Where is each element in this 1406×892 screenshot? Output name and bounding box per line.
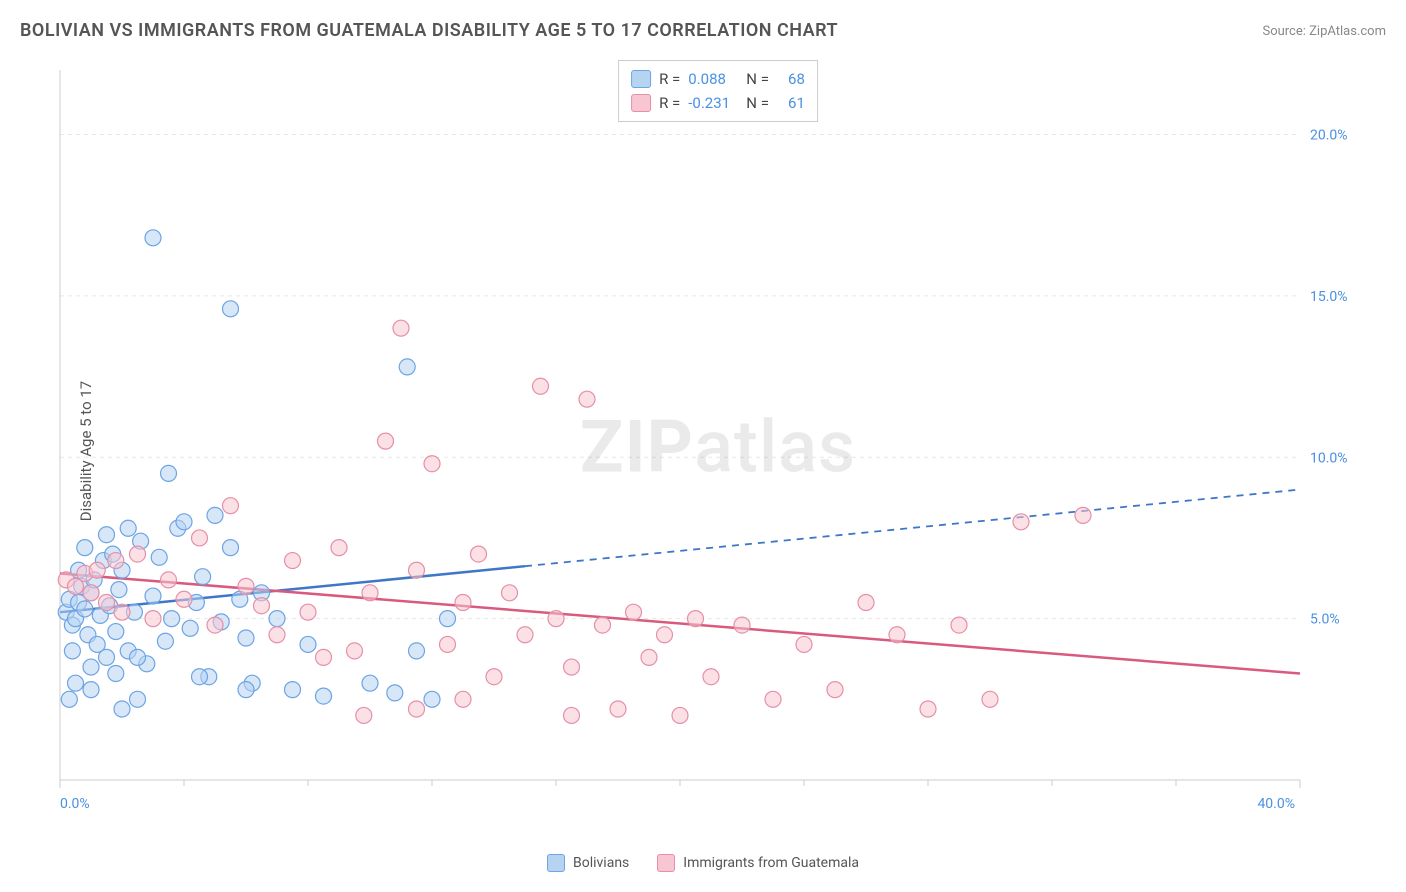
correlation-stats-box: R = 0.088 N = 68 R = -0.231 N = 61: [618, 60, 818, 122]
legend-label: Immigrants from Guatemala: [683, 855, 859, 871]
legend: Bolivians Immigrants from Guatemala: [547, 854, 859, 872]
y-axis-label: Disability Age 5 to 17: [77, 381, 95, 521]
chart-container: Disability Age 5 to 17 5.0% 10.0% 15.0% 20.…: [50, 60, 1386, 842]
legend-item: Immigrants from Guatemala: [657, 854, 859, 872]
svg-text:20.0%: 20.0%: [1310, 128, 1348, 144]
swatch-icon: [547, 854, 565, 872]
scatter-chart: 5.0% 10.0% 15.0% 20.0% 0.0% 40.0%: [50, 60, 1370, 820]
svg-text:0.0%: 0.0%: [60, 796, 90, 812]
chart-title: BOLIVIAN VS IMMIGRANTS FROM GUATEMALA DI…: [20, 20, 838, 41]
swatch-icon: [631, 70, 651, 88]
swatch-icon: [631, 94, 651, 112]
svg-text:40.0%: 40.0%: [1257, 796, 1295, 812]
stats-row-series-2: R = -0.231 N = 61: [631, 91, 805, 115]
legend-label: Bolivians: [573, 855, 629, 871]
source-attribution: Source: ZipAtlas.com: [1262, 24, 1386, 39]
stats-row-series-1: R = 0.088 N = 68: [631, 67, 805, 91]
svg-text:15.0%: 15.0%: [1310, 289, 1348, 305]
svg-text:10.0%: 10.0%: [1310, 450, 1348, 466]
swatch-icon: [657, 854, 675, 872]
legend-item: Bolivians: [547, 854, 629, 872]
svg-text:5.0%: 5.0%: [1310, 612, 1340, 628]
